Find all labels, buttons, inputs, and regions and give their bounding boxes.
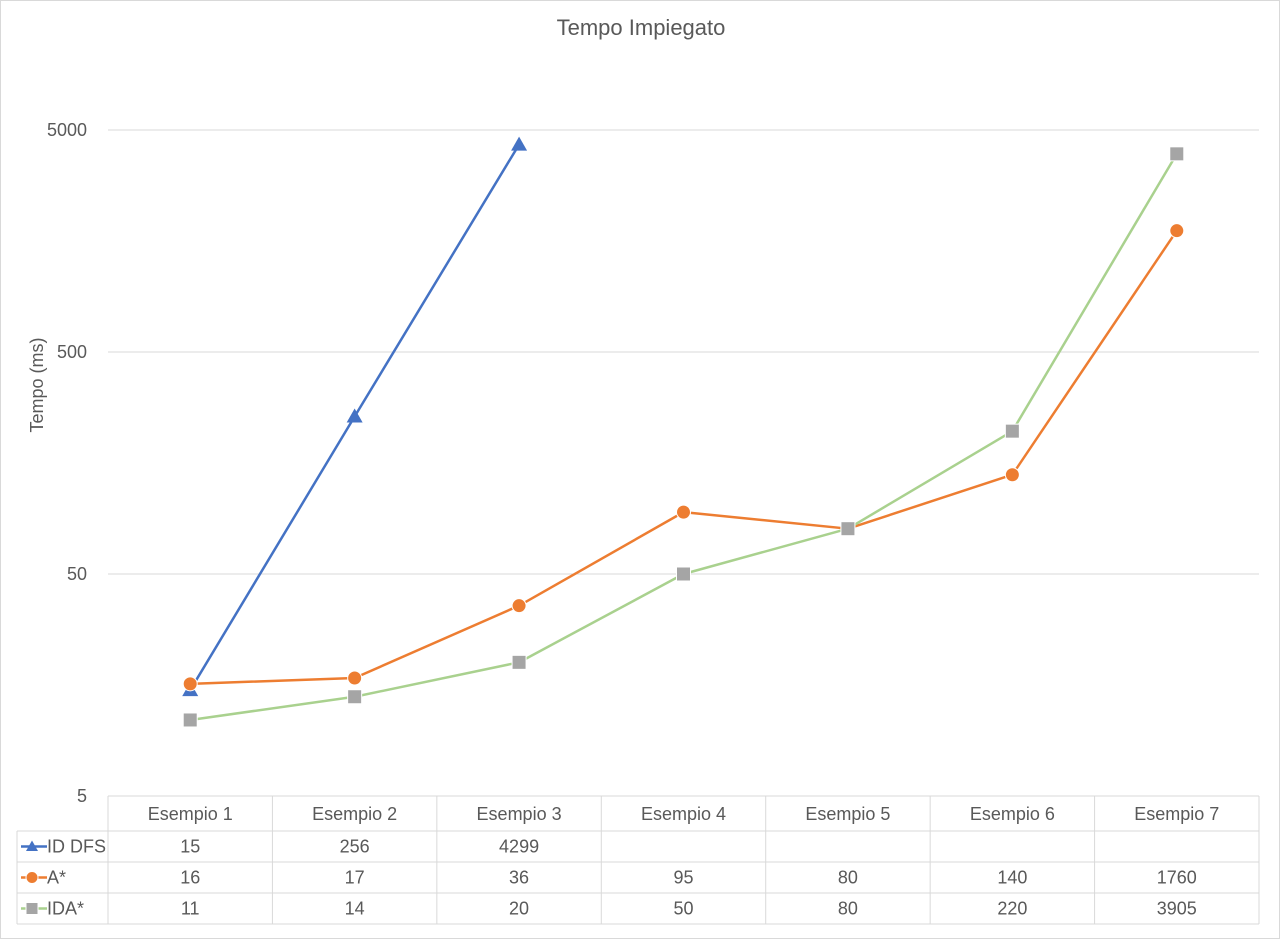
table-value: 3905 bbox=[1157, 899, 1197, 919]
table-value: 256 bbox=[340, 837, 370, 857]
data-point bbox=[511, 654, 527, 670]
y-axis-title: Tempo (ms) bbox=[27, 337, 47, 432]
series-line bbox=[190, 153, 1178, 722]
table-value: 140 bbox=[997, 868, 1027, 888]
table-value: 220 bbox=[997, 899, 1027, 919]
data-point bbox=[1004, 423, 1020, 439]
legend-key-marker bbox=[25, 902, 39, 915]
data-point bbox=[676, 566, 691, 582]
table-value: 4299 bbox=[499, 837, 539, 857]
table-value: 95 bbox=[673, 868, 693, 888]
category-label: Esempio 2 bbox=[312, 804, 397, 824]
y-tick-label: 500 bbox=[57, 342, 87, 362]
series-line bbox=[190, 229, 1178, 686]
legend-series-name: ID DFS bbox=[47, 837, 106, 857]
table-value: 11 bbox=[181, 899, 200, 919]
legend-key-marker bbox=[25, 871, 39, 884]
data-point bbox=[840, 521, 856, 537]
data-point bbox=[511, 136, 528, 151]
data-point bbox=[346, 408, 363, 423]
table-value: 80 bbox=[838, 899, 858, 919]
table-value: 20 bbox=[509, 899, 529, 919]
category-label: Esempio 6 bbox=[970, 804, 1055, 824]
category-label: Esempio 4 bbox=[641, 804, 726, 824]
data-point bbox=[1169, 223, 1185, 239]
legend-key-marker bbox=[26, 840, 38, 851]
data-point bbox=[182, 676, 198, 692]
y-tick-label: 50 bbox=[67, 564, 87, 584]
data-point bbox=[347, 689, 363, 705]
category-label: Esempio 5 bbox=[805, 804, 890, 824]
y-tick-label: 5 bbox=[77, 786, 87, 806]
table-value: 1760 bbox=[1157, 868, 1197, 888]
table-value: 17 bbox=[345, 868, 365, 888]
data-point bbox=[1169, 146, 1185, 162]
data-point bbox=[511, 598, 527, 614]
data-point bbox=[347, 670, 363, 686]
chart-title: Tempo Impiegato bbox=[557, 15, 726, 40]
category-label: Esempio 1 bbox=[148, 804, 233, 824]
table-value: 50 bbox=[673, 899, 693, 919]
table-value: 80 bbox=[838, 868, 858, 888]
table-value: 36 bbox=[509, 868, 529, 888]
category-label: Esempio 3 bbox=[477, 804, 562, 824]
series-markers bbox=[182, 136, 1185, 728]
data-table: Esempio 1 Esempio 2 Esempio 3 Esempio 4 Esem… bbox=[16, 795, 1260, 925]
table-value: 16 bbox=[180, 868, 200, 888]
data-point bbox=[676, 504, 691, 520]
category-label: Esempio 7 bbox=[1134, 804, 1219, 824]
table-value: 14 bbox=[345, 899, 365, 919]
series-lines bbox=[189, 143, 1178, 722]
y-tick-labels: 5 50 500 5000 bbox=[47, 120, 87, 806]
data-point bbox=[1004, 467, 1020, 483]
legend-series-name: A* bbox=[47, 868, 66, 888]
y-tick-label: 5000 bbox=[47, 120, 87, 140]
data-point bbox=[182, 712, 198, 728]
table-value: 15 bbox=[180, 837, 200, 857]
legend-series-name: IDA* bbox=[47, 899, 84, 919]
